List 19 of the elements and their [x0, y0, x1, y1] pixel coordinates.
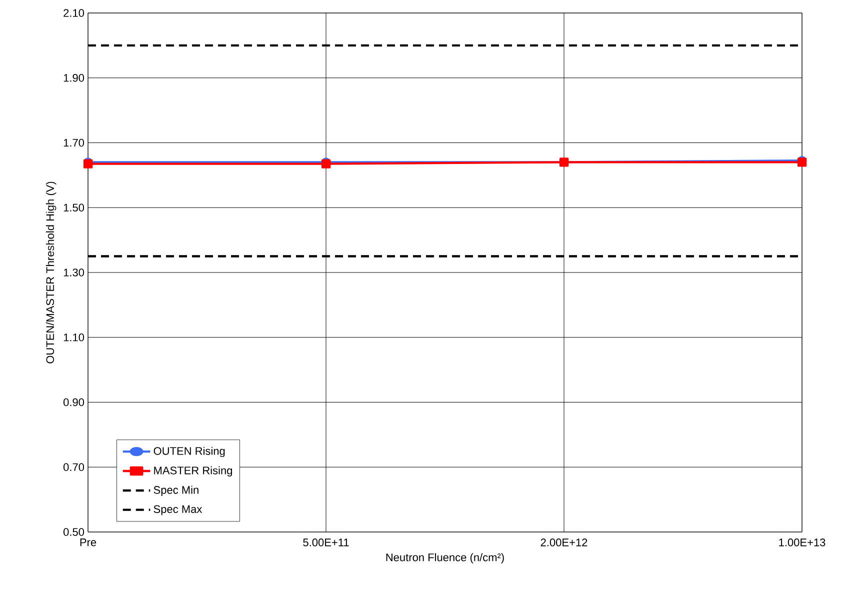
y-axis-title: OUTEN/MASTER Threshold High (V)	[46, 182, 56, 364]
x-tick-label: 5.00E+11	[303, 538, 349, 546]
legend-label: Spec Min	[154, 486, 198, 496]
y-tick-label: 0.90	[63, 398, 84, 406]
y-tick-label: 1.30	[64, 268, 84, 276]
legend-label: MASTER Rising	[154, 466, 232, 477]
y-tick-label: 1.70	[64, 138, 84, 147]
y-tick-label: 1.50	[64, 204, 84, 212]
y-tick-label: 1.90	[64, 74, 84, 82]
y-tick-label: 0.50	[63, 528, 84, 536]
x-tick-label: Pre	[80, 538, 96, 546]
x-tick-label: 2.00E+12	[540, 538, 588, 546]
legend-label: Spec Max	[154, 505, 202, 516]
y-tick-label: 1.10	[64, 333, 84, 342]
x-tick-label: 1.00E+13	[779, 538, 826, 546]
legend-label: OUTEN Rising	[154, 446, 225, 458]
x-axis-title: Neutron Fluence (n/cm²)	[386, 553, 504, 564]
y-tick-label: 2.10	[64, 9, 84, 17]
y-tick-label: 0.70	[63, 463, 84, 472]
